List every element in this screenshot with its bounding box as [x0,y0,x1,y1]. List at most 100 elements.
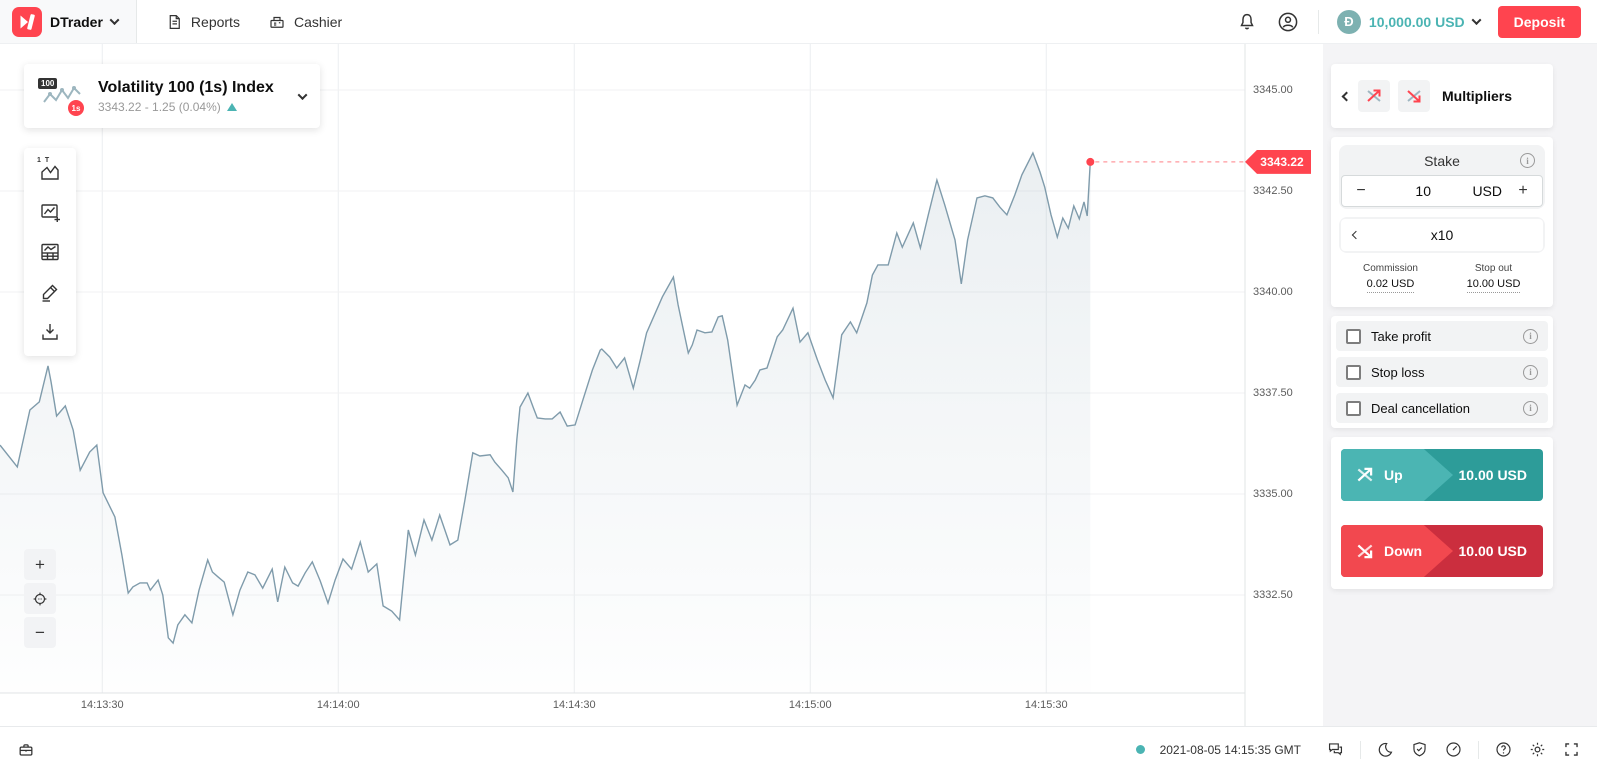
deal-cancellation-checkbox[interactable] [1346,400,1361,416]
buy-up-button[interactable]: Up 10.00 USD [1341,449,1543,501]
zoom-controls: + − [24,549,56,648]
asset-icon: 100 1s [38,76,86,116]
deal-cancellation-info-icon[interactable]: i [1523,400,1538,416]
multiplier-fieldset: x10 [1339,217,1545,253]
time-axis-label: 14:14:30 [552,699,596,711]
asset-quote-text: 3343.22 - 1.25 (0.04%) [98,99,221,114]
footer-divider [1478,740,1479,759]
stake-decrease-button[interactable]: − [1348,182,1374,200]
network-gauge-icon [1446,742,1461,757]
time-axis-label: 14:13:30 [80,699,124,711]
buy-down-button[interactable]: Down 10.00 USD [1341,525,1543,577]
chart-toolbar: 1 T [24,148,76,356]
help-button[interactable] [1494,740,1513,759]
reports-document-icon [169,14,180,29]
currency-coin-icon: Đ [1336,9,1361,34]
livechat-button[interactable] [1326,740,1345,759]
up-label: Up [1384,467,1403,483]
security-button[interactable] [1410,740,1429,759]
download-icon [42,324,58,340]
notifications-button[interactable] [1236,11,1258,33]
stop-loss-checkbox[interactable] [1346,364,1361,380]
risk-management-options: Take profit i Stop loss i Deal cancellat… [1331,316,1553,428]
current-spot-value: 3343.22 [1260,154,1304,169]
multiplier-value: x10 [1430,227,1454,243]
multiplier-up-icon [1358,80,1390,112]
trade-type-title: Multipliers [1442,88,1513,104]
chart-type-button[interactable]: 1 T [24,152,76,192]
dtrader-logo-icon [12,6,42,37]
asset-badge-1s: 1s [68,100,84,116]
security-shield-icon [1413,742,1426,757]
header-divider [1317,9,1319,34]
stake-input[interactable]: − 10 USD + [1341,175,1543,207]
footer-divider [1360,740,1361,759]
price-axis-label: 3335.00 [1253,488,1293,500]
take-profit-checkbox[interactable] [1346,328,1361,344]
settings-gear-icon [1530,742,1545,757]
chat-icon [1328,743,1343,756]
time-axis: 14:13:30 14:14:00 14:14:30 14:15:00 14:15:30 [0,699,1245,715]
fees-row: Commission 0.02 USD Stop out 10.00 USD [1339,263,1545,299]
account-button[interactable] [1276,10,1300,34]
draw-tools-button[interactable] [24,272,76,312]
take-profit-label: Take profit [1371,328,1431,344]
fullscreen-button[interactable] [1562,740,1581,759]
main-area: 3345.00 3342.50 3340.00 3337.50 3335.00 3332.… [0,44,1597,726]
positions-drawer-button[interactable] [16,740,36,760]
help-icon [1496,742,1511,757]
stake-info-icon[interactable]: i [1520,153,1535,168]
indicators-icon [41,204,60,222]
chart-interval-label: 1 T [37,157,51,164]
stop-loss-row[interactable]: Stop loss i [1336,357,1548,387]
deposit-button[interactable]: Deposit [1497,5,1581,38]
crosshair-button[interactable] [24,583,56,614]
volatility-sparkline-icon [43,86,81,103]
current-spot-badge: 3343.22 [1245,149,1311,174]
take-profit-row[interactable]: Take profit i [1336,321,1548,351]
deal-cancellation-row[interactable]: Deal cancellation i [1336,393,1548,423]
chart-area[interactable]: 3345.00 3342.50 3340.00 3337.50 3335.00 3332.… [0,44,1323,726]
trade-type-selector[interactable]: Multipliers [1331,64,1553,128]
deal-cancellation-label: Deal cancellation [1371,400,1471,416]
platform-switcher[interactable]: DTrader [0,0,137,43]
stop-loss-info-icon[interactable]: i [1523,364,1538,380]
price-axis-label: 3337.50 [1253,387,1293,399]
nav-item-reports[interactable]: Reports [165,13,240,31]
account-person-icon [1278,12,1298,31]
positions-drawer-icon [19,743,33,756]
purchase-buttons: Up 10.00 USD Down 10.00 USD [1331,437,1553,589]
collapse-panel-chevron-icon[interactable] [1341,91,1352,101]
footer: 2021-08-05 14:15:35 GMT [0,726,1597,772]
multiplier-selector[interactable]: x10 [1341,219,1543,251]
take-profit-info-icon[interactable]: i [1523,328,1538,344]
chart-views-button[interactable] [24,232,76,272]
area-chart-icon [41,165,59,180]
nav-item-cashier[interactable]: Cashier [268,13,342,31]
zoom-out-button[interactable]: − [24,617,56,648]
settings-button[interactable] [1528,740,1547,759]
time-axis-label: 14:15:30 [1024,699,1068,711]
trade-parameters: Stake i − 10 USD + x10 [1331,137,1553,307]
account-switcher[interactable]: Đ 10,000.00 USD [1336,9,1482,34]
download-button[interactable] [24,312,76,352]
multiplier-down-icon [1398,80,1430,112]
stop-out-value: 10.00 USD [1466,278,1521,293]
notifications-bell-icon [1240,13,1254,29]
stake-value[interactable]: 10 [1415,183,1431,199]
price-line [0,151,1091,645]
price-chart[interactable] [0,44,1323,726]
multiplier-prev-chevron-icon[interactable] [1351,230,1361,240]
zoom-in-button[interactable]: + [24,549,56,580]
commission-label: Commission [1362,263,1418,274]
indicators-button[interactable] [24,192,76,232]
account-balance: 10,000.00 USD [1368,13,1465,30]
asset-selector[interactable]: 100 1s Volatility 100 (1s) Index 3343.22… [24,64,320,128]
network-status-button[interactable] [1444,740,1463,759]
theme-toggle-button[interactable] [1376,740,1395,759]
cashier-icon [270,16,284,28]
stake-increase-button[interactable]: + [1510,182,1536,200]
down-arrow-icon [1357,544,1373,559]
commission-value: 0.02 USD [1366,278,1415,293]
asset-selector-chevron-icon [297,89,308,100]
